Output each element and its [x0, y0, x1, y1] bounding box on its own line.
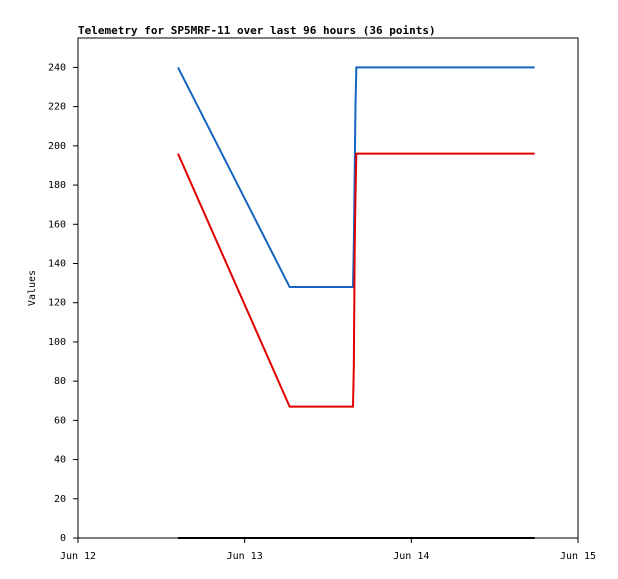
x-tick-label: Jun 14 [393, 551, 429, 562]
x-tick-label: Jun 15 [560, 551, 596, 562]
y-tick-label: 200 [48, 141, 66, 152]
x-tick-label: Jun 12 [60, 551, 96, 562]
y-axis-label: Values [27, 270, 38, 306]
series-line [177, 152, 535, 408]
y-tick-label: 160 [48, 219, 66, 230]
y-tick-label: 180 [48, 180, 66, 191]
x-tick-label: Jun 13 [227, 551, 263, 562]
y-tick-label: 40 [54, 455, 66, 466]
y-tick-label: 120 [48, 298, 66, 309]
chart-title: Telemetry for SP5MRF-11 over last 96 hou… [78, 24, 436, 37]
y-tick-label: 80 [54, 376, 66, 387]
y-tick-label: 0 [60, 533, 66, 544]
y-tick-label: 60 [54, 415, 66, 426]
y-tick-label: 140 [48, 258, 66, 269]
y-tick-label: 240 [48, 62, 66, 73]
series-line [177, 66, 535, 289]
y-tick-label: 100 [48, 337, 66, 348]
y-tick-label: 220 [48, 102, 66, 113]
y-tick-label: 20 [54, 494, 66, 505]
